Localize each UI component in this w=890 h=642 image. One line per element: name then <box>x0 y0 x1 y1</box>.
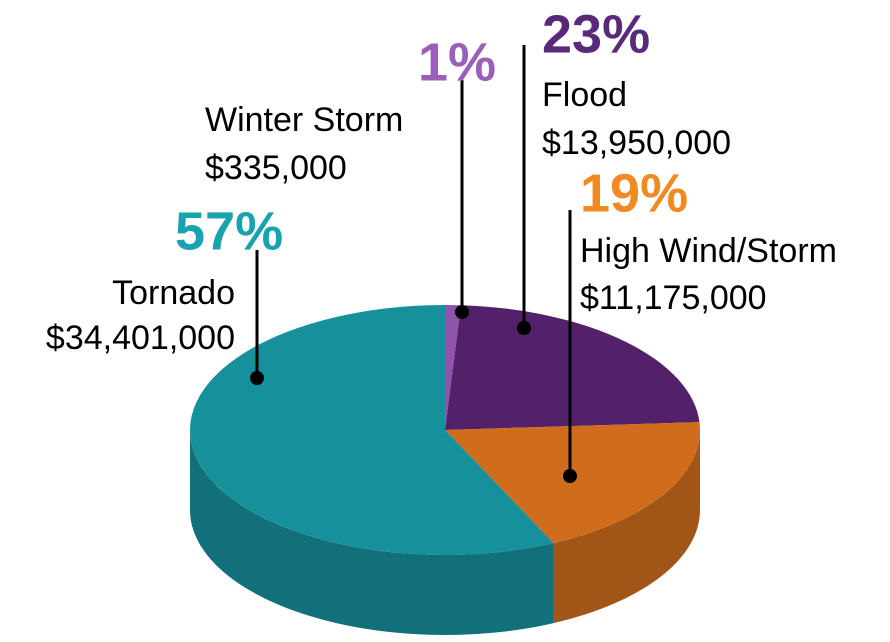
leader-dot <box>455 305 469 319</box>
leader-dot <box>563 469 577 483</box>
value-label: 19% <box>580 163 688 223</box>
category-label: High Wind/Storm <box>580 232 837 270</box>
category-label: Flood <box>542 76 627 114</box>
slice <box>190 305 554 555</box>
value-label: 57% <box>175 201 283 261</box>
slice-side <box>553 430 700 624</box>
leader-dot <box>250 371 264 385</box>
category-label: Winter Storm <box>205 101 403 139</box>
amount-label: $13,950,000 <box>542 124 731 162</box>
slice <box>445 305 462 430</box>
leader-dot <box>517 321 531 335</box>
value-label: 1% <box>418 32 496 92</box>
amount-label: $34,401,000 <box>46 319 235 357</box>
pie-top <box>190 305 701 555</box>
pie-sides <box>190 430 700 636</box>
amount-label: $335,000 <box>205 149 347 187</box>
value-label: 23% <box>542 4 650 64</box>
slice <box>445 422 701 544</box>
slice-side <box>190 430 554 636</box>
category-label: Tornado <box>112 274 235 312</box>
amount-label: $11,175,000 <box>580 279 767 317</box>
slice <box>445 305 700 430</box>
